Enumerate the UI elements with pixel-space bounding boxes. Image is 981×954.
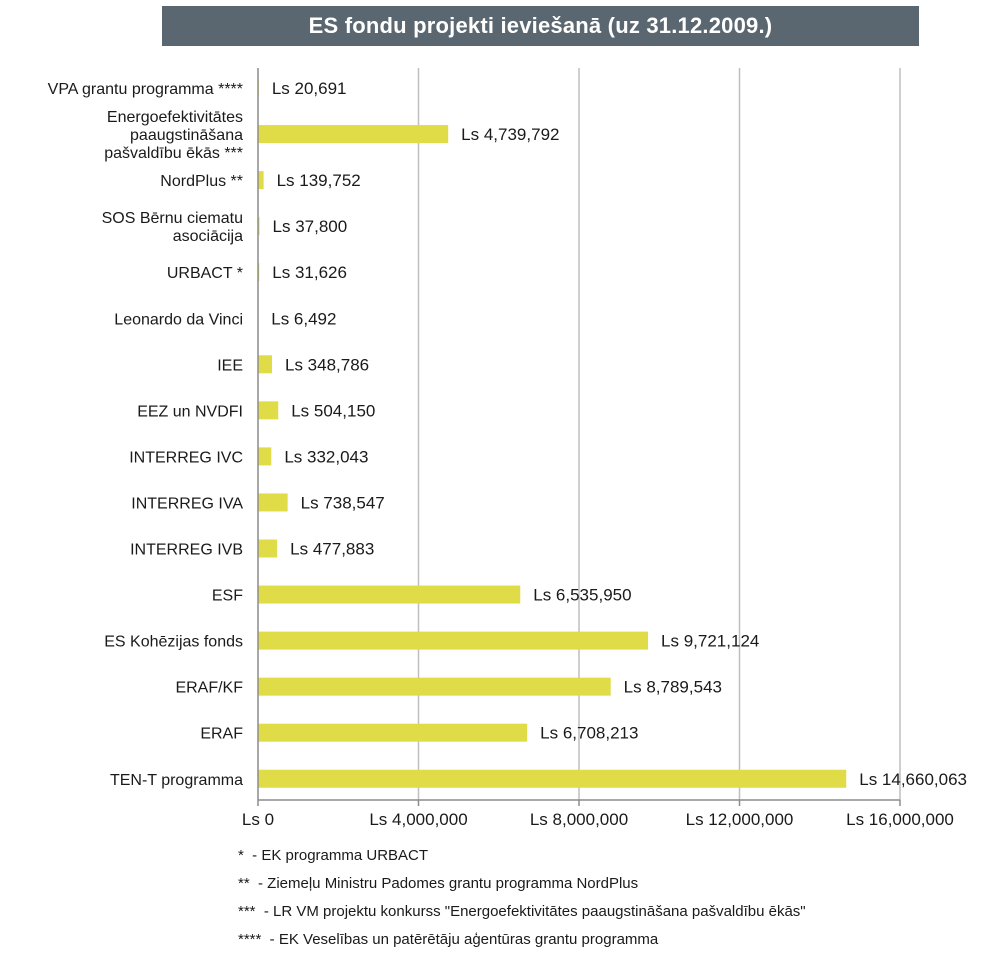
data-label: Ls 31,626 <box>272 263 347 282</box>
footnotes: * - EK programma URBACT ** - Ziemeļu Min… <box>238 842 806 954</box>
bar <box>258 770 846 788</box>
bar <box>258 171 264 189</box>
data-label: Ls 504,150 <box>291 401 375 420</box>
footnote-urbact: * - EK programma URBACT <box>238 842 806 870</box>
category-label: IEE <box>217 357 243 374</box>
data-label: Ls 6,492 <box>271 309 336 328</box>
data-label: Ls 20,691 <box>272 79 347 98</box>
bar <box>258 724 527 742</box>
category-label: ESF <box>212 588 243 605</box>
category-label: INTERREG IVA <box>131 495 243 512</box>
bar-chart: Ls 20,691 VPA grantu programma **** Ls 4,7… <box>0 0 981 840</box>
data-label: Ls 348,786 <box>285 355 369 374</box>
footnote-energy: *** - LR VM projektu konkurss "Energoefe… <box>238 898 806 926</box>
category-label: ERAF <box>200 726 243 743</box>
bar <box>258 540 277 558</box>
bar <box>258 125 448 143</box>
data-label: Ls 9,721,124 <box>661 632 759 651</box>
bar <box>258 355 272 373</box>
bar <box>258 493 288 511</box>
category-label: ERAF/KF <box>175 680 243 697</box>
data-label: Ls 6,708,213 <box>540 724 638 743</box>
data-label: Ls 4,739,792 <box>461 125 559 144</box>
x-tick-label: Ls 0 <box>242 810 274 829</box>
x-tick-label: Ls 16,000,000 <box>846 810 954 829</box>
bar <box>258 678 611 696</box>
category-label: EEZ un NVDFI <box>137 403 243 420</box>
footnote-vpa: **** - EK Veselības un patērētāju aģentū… <box>238 926 806 954</box>
data-label: Ls 37,800 <box>273 217 348 236</box>
category-label: Leonardo da Vinci <box>114 311 243 328</box>
x-tick-label: Ls 4,000,000 <box>369 810 467 829</box>
data-label: Ls 14,660,063 <box>859 770 967 789</box>
category-label: INTERREG IVB <box>130 542 243 559</box>
bar <box>258 447 271 465</box>
bar <box>258 632 648 650</box>
data-label: Ls 6,535,950 <box>533 586 631 605</box>
bar <box>258 586 520 604</box>
data-label: Ls 738,547 <box>301 493 385 512</box>
bar <box>258 401 278 419</box>
category-label: VPA grantu programma **** <box>48 81 243 98</box>
data-label: Ls 477,883 <box>290 540 374 559</box>
data-label: Ls 139,752 <box>277 171 361 190</box>
x-tick-label: Ls 8,000,000 <box>530 810 628 829</box>
data-label: Ls 8,789,543 <box>624 678 722 697</box>
category-label: ES Kohēzijas fonds <box>104 634 243 651</box>
category-label: TEN-T programma <box>110 772 243 789</box>
footnote-nordplus: ** - Ziemeļu Ministru Padomes grantu pro… <box>238 870 806 898</box>
category-label: URBACT * <box>167 265 243 282</box>
data-label: Ls 332,043 <box>284 447 368 466</box>
category-label: NordPlus ** <box>160 173 243 190</box>
x-tick-label: Ls 12,000,000 <box>686 810 794 829</box>
category-label: INTERREG IVC <box>129 449 243 466</box>
